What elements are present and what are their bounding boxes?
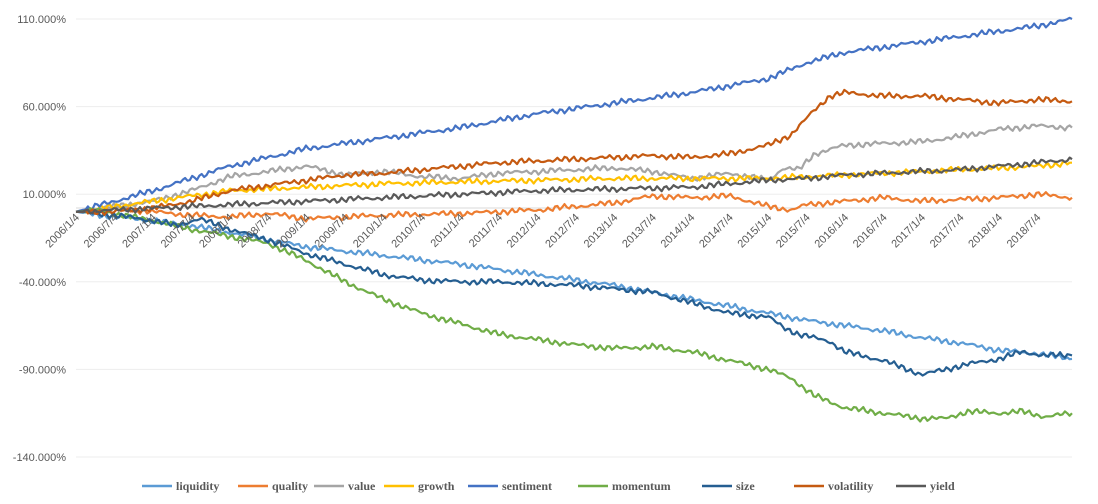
x-tick-label: 2018/1/4 [966, 212, 1005, 251]
legend-item-sentiment[interactable]: sentiment [468, 479, 552, 493]
x-tick-label: 2018/7/4 [1005, 212, 1044, 251]
x-tick-label: 2014/7/4 [697, 212, 736, 251]
series-line-quality [75, 191, 1073, 223]
legend-label: size [736, 479, 755, 493]
legend-label: sentiment [502, 479, 552, 493]
x-tick-label: 2015/7/4 [774, 212, 813, 251]
x-tick-label: 2011/1/4 [428, 212, 466, 250]
series-line-sentiment [75, 16, 1073, 213]
series-line-growth [75, 160, 1072, 214]
legend[interactable]: liquidity quality value growth sentiment mome… [142, 479, 955, 493]
legend-label: yield [930, 479, 955, 493]
y-tick-label: 110.000% [17, 14, 66, 26]
legend-label: liquidity [176, 479, 219, 493]
legend-label: growth [418, 479, 455, 493]
legend-label: quality [272, 479, 308, 493]
x-tick-label: 2006/1/4 [43, 212, 82, 251]
x-tick-label: 2015/1/4 [736, 212, 775, 251]
x-tick-label: 2013/7/4 [620, 212, 659, 251]
legend-item-momentum[interactable]: momentum [578, 479, 671, 493]
gridlines [76, 18, 1072, 458]
legend-item-liquidity[interactable]: liquidity [142, 479, 219, 493]
legend-item-size[interactable]: size [702, 479, 755, 493]
y-axis-ticks: 110.000% 60.000% 10.000% -40.000% -90.000% -1… [13, 14, 66, 464]
legend-item-volatility[interactable]: volatility [794, 479, 873, 493]
legend-item-quality[interactable]: quality [238, 479, 308, 493]
series-line-value [75, 123, 1073, 213]
series-line-yield [75, 156, 1073, 215]
series-line-volatility [76, 88, 1073, 216]
y-tick-label: -40.000% [19, 277, 66, 289]
legend-label: momentum [612, 479, 671, 493]
legend-label: value [348, 479, 376, 493]
x-tick-label: 2011/7/4 [467, 212, 505, 250]
x-tick-label: 2016/1/4 [812, 212, 851, 251]
series-line-momentum [75, 207, 1073, 423]
y-tick-label: -140.000% [13, 452, 66, 464]
series-line-size [75, 210, 1073, 377]
series-line-liquidity [75, 209, 1073, 361]
y-tick-label: 10.000% [23, 189, 67, 201]
x-tick-label: 2016/7/4 [851, 212, 890, 251]
legend-item-yield[interactable]: yield [896, 479, 955, 493]
x-tick-label: 2012/1/4 [505, 212, 544, 251]
legend-item-value[interactable]: value [314, 479, 376, 493]
x-tick-label: 2013/1/4 [582, 212, 621, 251]
series-lines [75, 16, 1073, 423]
legend-item-growth[interactable]: growth [384, 479, 455, 493]
y-tick-label: -90.000% [19, 364, 66, 376]
x-tick-label: 2012/7/4 [543, 212, 582, 251]
x-tick-label: 2017/1/4 [889, 212, 928, 251]
legend-label: volatility [828, 479, 873, 493]
x-tick-label: 2017/7/4 [928, 212, 967, 251]
x-tick-label: 2014/1/4 [659, 212, 698, 251]
x-tick-label: 2010/7/4 [389, 212, 428, 251]
y-tick-label: 60.000% [23, 102, 67, 114]
